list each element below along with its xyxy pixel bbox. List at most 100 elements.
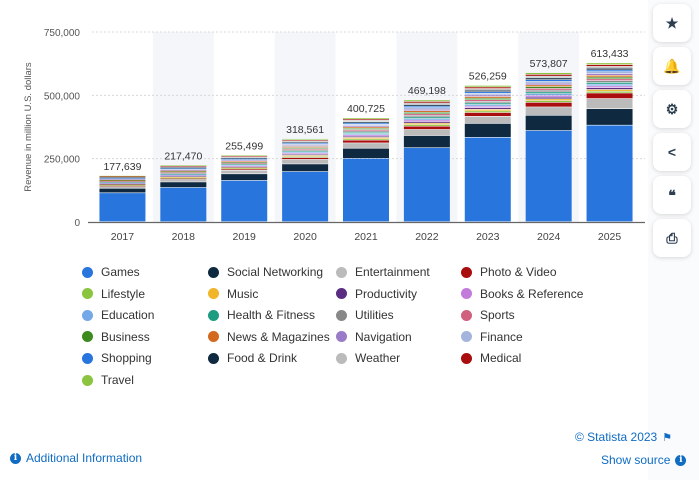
bell-button[interactable]: 🔔 <box>653 47 691 85</box>
bar-segment-sports <box>282 148 329 150</box>
legend-item[interactable]: Navigation <box>336 330 412 344</box>
bar-segment-travel <box>464 85 511 87</box>
bar-segment-games <box>282 171 329 222</box>
legend-item[interactable]: Sports <box>461 308 515 322</box>
bar-segment-lifestyle <box>343 139 389 140</box>
share-button[interactable]: < <box>653 133 691 171</box>
bar-segment-productivity <box>160 176 207 177</box>
legend-marker-icon <box>461 266 472 278</box>
bar-segment-social-networking <box>221 174 268 181</box>
bar-segment-photo-video <box>221 169 268 170</box>
bar-segment-health-fitness <box>403 117 450 119</box>
bar-segment-social-networking <box>343 148 389 159</box>
gear-button[interactable]: ⚙ <box>653 90 691 128</box>
legend-item[interactable]: Entertainment <box>336 265 430 279</box>
legend-item[interactable]: News & Magazines <box>208 330 330 344</box>
legend-marker-icon <box>336 352 347 364</box>
bar-segment-sports <box>99 181 146 182</box>
legend-item[interactable]: Utilities <box>336 308 394 322</box>
legend-item[interactable]: Business <box>82 330 150 344</box>
bar-segment-lifestyle <box>464 111 511 113</box>
bar-segment-shopping <box>464 92 511 94</box>
bar-segment-health-fitness <box>586 82 633 84</box>
bar-segment-news-magazines <box>403 111 450 112</box>
legend-label: Sports <box>480 308 515 323</box>
bar-segment-business <box>343 128 389 130</box>
star-button[interactable]: ★ <box>653 4 691 42</box>
legend-item[interactable]: Food & Drink <box>208 351 297 365</box>
data-label: 613,433 <box>591 48 629 60</box>
bar-segment-productivity <box>99 184 146 185</box>
bar-segment-entertainment <box>586 98 633 109</box>
print-icon: ⎙ <box>666 229 678 246</box>
legend-label: Travel <box>101 373 134 387</box>
bar-segment-books-reference <box>403 120 450 122</box>
legend-item[interactable]: Shopping <box>82 351 152 365</box>
y-tick-label: 250,000 <box>44 155 81 166</box>
x-tick-label: 2018 <box>172 231 196 243</box>
legend-item[interactable]: Weather <box>336 351 400 365</box>
legend-item[interactable]: Travel <box>82 373 134 387</box>
bar-segment-navigation <box>160 170 207 171</box>
bar-segment-entertainment <box>343 143 389 148</box>
bar-segment-medical <box>403 101 450 103</box>
bar-segment-social-networking <box>99 188 146 193</box>
legend-marker-icon <box>336 266 347 278</box>
bar-segment-music <box>525 99 572 101</box>
legend-item[interactable]: Books & Reference <box>461 287 583 301</box>
y-tick-label: 500,000 <box>44 91 81 102</box>
legend-marker-icon <box>82 288 93 300</box>
bar-segment-education <box>403 118 450 120</box>
bar-segment-music <box>282 155 329 157</box>
data-label: 177,639 <box>103 161 141 173</box>
bar-segment-medical <box>464 87 511 89</box>
legend-item[interactable]: Games <box>82 265 140 279</box>
bar-segment-business <box>160 171 207 173</box>
bar-segment-finance <box>282 144 329 146</box>
bar-segment-photo-video <box>160 178 207 180</box>
legend-item[interactable]: Lifestyle <box>82 287 145 301</box>
x-tick-label: 2021 <box>354 231 378 243</box>
legend-item[interactable]: Productivity <box>336 287 417 301</box>
bar-segment-navigation <box>586 73 633 75</box>
legend-item[interactable]: Finance <box>461 330 523 344</box>
data-label: 526,259 <box>469 71 507 83</box>
bar-segment-utilities <box>160 173 207 174</box>
bar-segment-food-drink <box>464 90 511 92</box>
bar-segment-weather <box>403 103 450 105</box>
legend-item[interactable]: Photo & Video <box>461 265 557 279</box>
bar-segment-music <box>99 184 146 186</box>
legend-item[interactable]: Medical <box>461 351 521 365</box>
bar-segment-utilities <box>403 115 450 117</box>
bar-segment-weather <box>282 141 329 142</box>
x-tick-label: 2017 <box>111 231 135 243</box>
legend-marker-icon <box>461 352 472 364</box>
legend-marker-icon <box>208 288 219 300</box>
legend-item[interactable]: Education <box>82 308 154 322</box>
x-tick-label: 2025 <box>598 231 622 243</box>
bar-segment-sports <box>525 88 572 90</box>
bar-segment-shopping <box>221 158 268 160</box>
copyright[interactable]: © Statista 2023 ⚑ <box>575 430 672 444</box>
legend-label: Productivity <box>355 286 418 301</box>
bar-segment-finance <box>464 93 511 95</box>
additional-information-link[interactable]: i Additional Information <box>10 451 142 465</box>
quote-button[interactable]: ❝ <box>653 176 691 214</box>
bar-segment-travel <box>403 100 450 102</box>
bar-segment-utilities <box>464 101 511 103</box>
bar-segment-health-fitness <box>160 173 207 175</box>
legend-marker-icon <box>336 331 347 343</box>
bar-segment-finance <box>221 159 268 161</box>
legend-item[interactable]: Music <box>208 287 258 301</box>
print-button[interactable]: ⎙ <box>653 219 691 257</box>
legend-item[interactable]: Health & Fitness <box>208 308 315 322</box>
legend-item[interactable]: Social Networking <box>208 265 323 279</box>
show-source-link[interactable]: Show source i <box>601 453 687 467</box>
bar-segment-books-reference <box>160 175 207 177</box>
legend-label: Food & Drink <box>227 351 298 366</box>
bar-segment-games <box>464 137 511 222</box>
bar-segment-productivity <box>586 87 633 90</box>
bar-segment-music <box>403 123 450 125</box>
bar-segment-utilities <box>99 181 146 183</box>
bar-segment-shopping <box>525 79 572 82</box>
